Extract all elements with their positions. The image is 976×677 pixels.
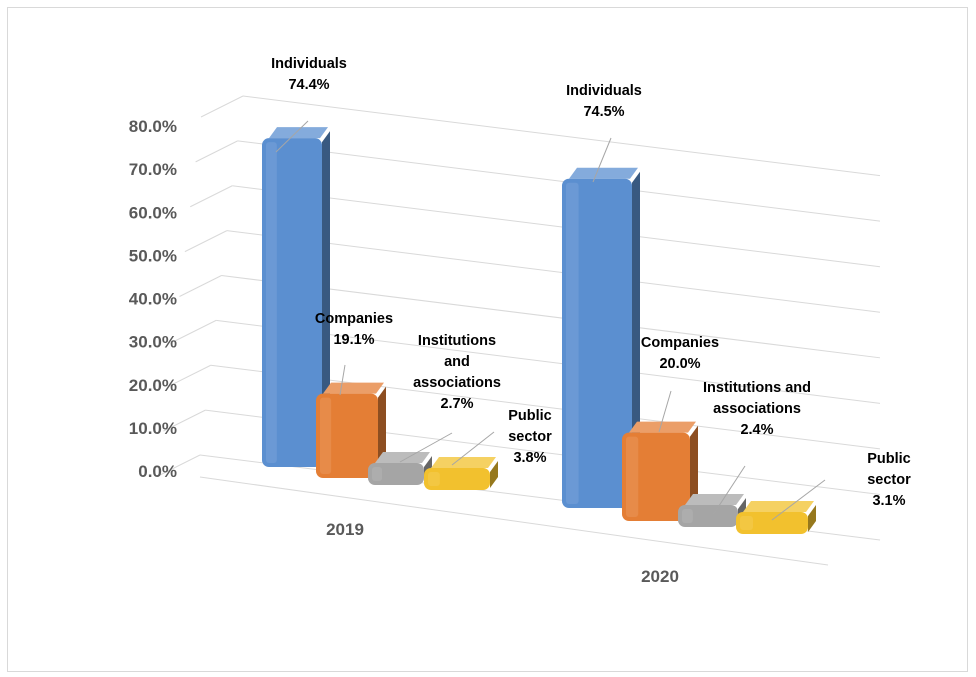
bar-institutions-and-associations-2020 [678,494,746,527]
bar-individuals-2019 [262,127,330,468]
data-value-label: 74.5% [583,104,624,120]
x-category-label: 2020 [641,567,679,586]
data-name-label: Companies [641,335,719,351]
data-name-label: Individuals [271,56,347,72]
bar-companies-2019 [316,382,386,478]
y-tick-label: 0.0% [138,462,177,481]
data-name-label: Institutions and [703,380,811,396]
gridline [157,454,201,477]
leader-line [399,432,453,463]
data-name-label: Individuals [566,83,642,99]
y-tick-label: 70.0% [129,160,177,179]
leader-line [451,431,495,466]
data-value-label: 74.4% [288,77,329,93]
data-value-label: 2.7% [440,396,473,412]
gridline [195,140,238,163]
data-name-label: and [444,354,470,370]
data-name-label: Public [867,451,911,467]
leader-line [658,390,672,433]
data-value-label: 3.8% [513,450,546,466]
gridline [200,95,244,118]
data-name-label: associations [413,375,501,391]
data-name-label: sector [508,429,552,445]
gridline [190,185,233,208]
data-name-label: associations [713,401,801,417]
y-tick-label: 50.0% [129,246,177,265]
data-name-label: Institutions [418,333,496,349]
leader-line [339,364,346,396]
gridline [242,95,881,177]
y-tick-label: 30.0% [129,333,177,352]
y-tick-label: 60.0% [129,203,177,222]
data-value-label: 3.1% [872,493,905,509]
data-name-label: sector [867,472,911,488]
gridline [179,275,222,297]
bar-public-sector-2020 [736,501,816,534]
leader-line [771,479,826,521]
gridline [237,140,881,222]
data-name-label: Companies [315,311,393,327]
data-value-label: 20.0% [659,356,700,372]
gridline [221,275,881,359]
chart-frame [7,7,968,672]
gridline [184,230,228,253]
gridlines [157,95,881,566]
leader-line [275,120,309,153]
x-category-label: 2019 [326,520,364,539]
floor-edge [199,476,829,566]
label-leaders [275,120,826,521]
leader-line [712,465,746,516]
gridline [232,185,881,268]
leader-line [592,137,612,183]
data-name-label: Public [508,408,552,424]
gridline [163,409,206,432]
data-value-label: 19.1% [333,332,374,348]
y-tick-label: 40.0% [129,290,177,309]
bars [262,127,816,534]
gridline [226,230,881,313]
y-tick-label: 10.0% [129,419,177,438]
y-tick-label: 20.0% [129,376,177,395]
bar-public-sector-2019 [424,457,498,490]
gridline [173,319,217,342]
gridline [168,364,211,387]
y-tick-label: 80.0% [129,117,177,136]
data-value-label: 2.4% [740,422,773,438]
bar-institutions-and-associations-2019 [368,452,432,485]
labels: 0.0% 10.0% 20.0% 30.0% 40.0% 50.0% 60.0% 70.0% 8… [129,56,911,586]
